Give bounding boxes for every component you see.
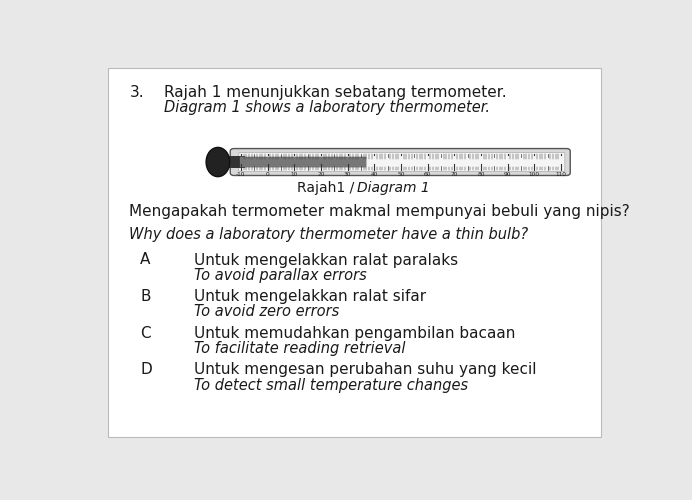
Text: -10: -10	[236, 172, 246, 178]
Text: 10: 10	[291, 172, 298, 178]
Text: Rajah1 /: Rajah1 /	[298, 182, 355, 196]
Text: C: C	[140, 326, 151, 340]
Text: To avoid zero errors: To avoid zero errors	[194, 304, 339, 320]
FancyBboxPatch shape	[228, 156, 245, 168]
Text: 0: 0	[266, 172, 269, 178]
Text: 110: 110	[556, 172, 567, 178]
Text: Diagram 1: Diagram 1	[357, 182, 430, 196]
Text: To facilitate reading retrieval: To facilitate reading retrieval	[194, 341, 406, 356]
Text: 90: 90	[504, 172, 511, 178]
Text: B: B	[140, 289, 151, 304]
Ellipse shape	[206, 148, 230, 176]
Text: To avoid parallax errors: To avoid parallax errors	[194, 268, 367, 283]
Text: 60: 60	[424, 172, 431, 178]
Text: 40: 40	[371, 172, 378, 178]
Text: Why does a laboratory thermometer have a thin bulb?: Why does a laboratory thermometer have a…	[129, 226, 529, 242]
Text: Untuk memudahkan pengambilan bacaan: Untuk memudahkan pengambilan bacaan	[194, 326, 515, 340]
Text: 100: 100	[529, 172, 540, 178]
Text: 70: 70	[450, 172, 458, 178]
Text: 80: 80	[477, 172, 485, 178]
Text: To detect small temperature changes: To detect small temperature changes	[194, 378, 468, 392]
FancyBboxPatch shape	[240, 156, 367, 168]
Text: 50: 50	[397, 172, 405, 178]
Text: Diagram 1 shows a laboratory thermometer.: Diagram 1 shows a laboratory thermometer…	[164, 100, 490, 116]
Text: Untuk mengesan perubahan suhu yang kecil: Untuk mengesan perubahan suhu yang kecil	[194, 362, 536, 377]
Text: D: D	[140, 362, 152, 377]
Text: 30: 30	[344, 172, 352, 178]
Text: Mengapakah termometer makmal mempunyai bebuli yang nipis?: Mengapakah termometer makmal mempunyai b…	[129, 204, 630, 220]
FancyBboxPatch shape	[239, 152, 565, 172]
Text: Rajah 1 menunjukkan sebatang termometer.: Rajah 1 menunjukkan sebatang termometer.	[164, 85, 507, 100]
FancyBboxPatch shape	[108, 68, 601, 438]
FancyBboxPatch shape	[230, 148, 570, 176]
Text: 20: 20	[317, 172, 325, 178]
Text: A: A	[140, 252, 150, 268]
Text: Untuk mengelakkan ralat sifar: Untuk mengelakkan ralat sifar	[194, 289, 426, 304]
Text: Untuk mengelakkan ralat paralaks: Untuk mengelakkan ralat paralaks	[194, 252, 458, 268]
Text: 3.: 3.	[129, 85, 144, 100]
